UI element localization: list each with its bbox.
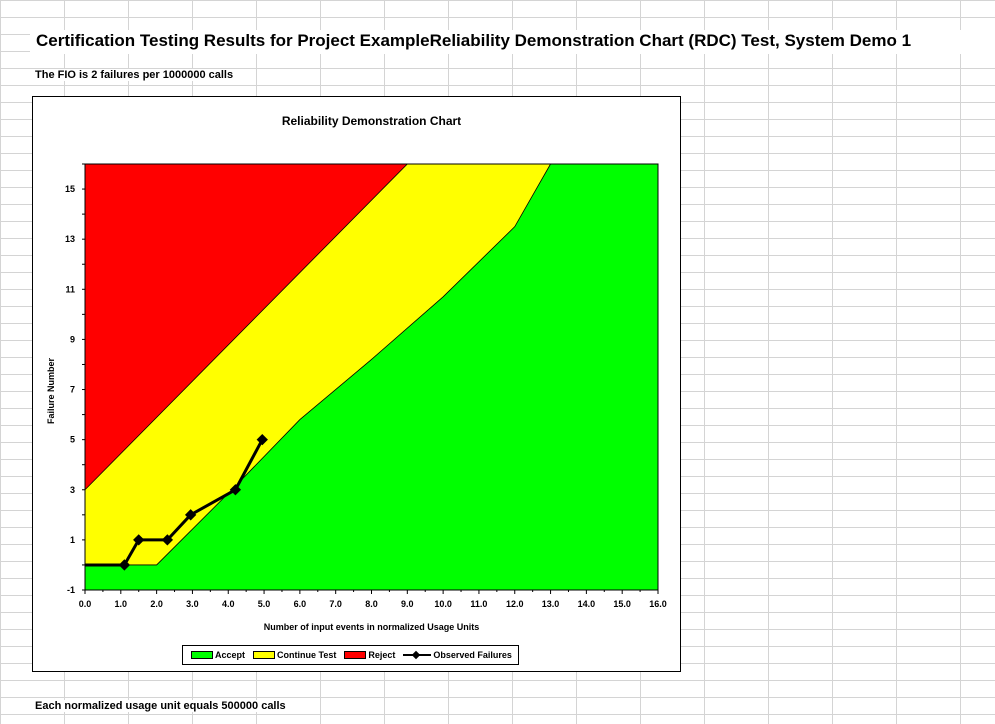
x-tick-label: 1.0 xyxy=(115,599,128,609)
legend-label-observed: Observed Failures xyxy=(433,650,512,660)
x-tick-label: 12.0 xyxy=(506,599,524,609)
usage-unit-note: Each normalized usage unit equals 500000… xyxy=(33,700,288,712)
x-tick-label: 11.0 xyxy=(470,599,487,609)
x-tick-label: 10.0 xyxy=(434,599,452,609)
x-tick-label: 5.0 xyxy=(258,599,271,609)
legend-item-accept: Accept xyxy=(191,650,245,660)
legend-swatch-continue xyxy=(253,651,276,659)
chart-title: Reliability Demonstration Chart xyxy=(282,114,461,128)
x-tick-label: 6.0 xyxy=(294,599,307,609)
y-tick-label: 5 xyxy=(70,435,75,445)
legend-item-observed: Observed Failures xyxy=(403,650,512,660)
fio-note: The FIO is 2 failures per 1000000 calls xyxy=(33,69,236,81)
chart-legend: Accept Continue Test Reject Observed Fai… xyxy=(182,645,519,665)
x-tick-label: 15.0 xyxy=(613,599,631,609)
legend-line-observed xyxy=(403,651,432,659)
title-band xyxy=(30,30,995,54)
x-axis-label: Number of input events in normalized Usa… xyxy=(264,622,480,632)
x-tick-label: 9.0 xyxy=(401,599,414,609)
chart-area[interactable]: Reliability Demonstration Chart 0.0 1.0 2.0… xyxy=(32,96,681,672)
observed-failure-point xyxy=(161,534,174,546)
y-tick-label: -1 xyxy=(67,585,75,595)
y-tick-label: 3 xyxy=(70,485,75,495)
observed-failure-point xyxy=(229,484,242,496)
y-tick-label: 11 xyxy=(65,284,75,294)
x-tick-label: 14.0 xyxy=(578,599,596,609)
legend-label-reject: Reject xyxy=(368,650,396,660)
x-tick-label: 8.0 xyxy=(365,599,378,609)
legend-item-reject: Reject xyxy=(344,650,395,660)
x-tick-label: 2.0 xyxy=(150,599,163,609)
x-tick-label: 4.0 xyxy=(222,599,235,609)
y-tick-label: 15 xyxy=(65,184,75,194)
legend-swatch-accept xyxy=(191,651,213,659)
y-axis-label: Failure Number xyxy=(46,357,56,424)
sheet-title: Certification Testing Results for Projec… xyxy=(36,31,912,50)
x-tick-label: 3.0 xyxy=(186,599,199,609)
x-tick-label: 7.0 xyxy=(329,599,342,609)
x-tick-label: 13.0 xyxy=(542,599,560,609)
observed-failure-point xyxy=(184,509,197,521)
y-tick-label: 1 xyxy=(70,535,75,545)
legend-swatch-reject xyxy=(344,651,367,659)
rdc-chart: Reliability Demonstration Chart 0.0 1.0 2.0… xyxy=(46,114,667,632)
legend-label-accept: Accept xyxy=(215,650,246,660)
y-tick-label: 13 xyxy=(65,234,75,244)
x-tick-label: 0.0 xyxy=(79,599,92,609)
legend-item-continue: Continue Test xyxy=(253,650,336,660)
y-tick-label: 9 xyxy=(70,334,75,344)
y-tick-label: 7 xyxy=(70,385,75,395)
observed-failure-point xyxy=(256,433,268,446)
x-tick-label: 16.0 xyxy=(649,599,667,609)
legend-label-continue: Continue Test xyxy=(277,650,337,660)
observed-failure-point xyxy=(133,534,145,546)
